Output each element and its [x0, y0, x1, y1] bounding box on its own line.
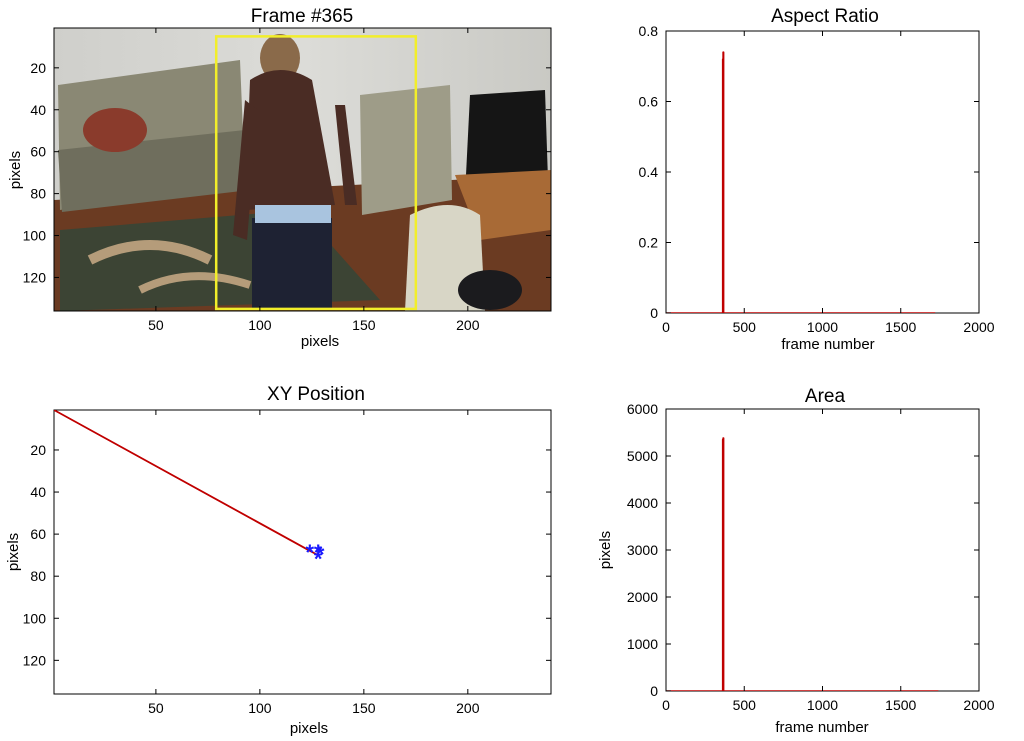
xy-marker: * — [314, 546, 323, 571]
area-series-line-0 — [666, 437, 939, 691]
area-ytick-label: 4000 — [627, 495, 658, 511]
area-ytick-label: 5000 — [627, 448, 658, 464]
area-ytick-label: 1000 — [627, 636, 658, 652]
xy-xlabel: pixels — [290, 720, 328, 737]
area-ytick-label: 6000 — [627, 401, 658, 417]
area-ylabel: pixels — [597, 531, 614, 569]
xy-xtick-label: 50 — [148, 700, 164, 716]
xy-title: XY Position — [267, 384, 365, 405]
frame-title: Frame #365 — [251, 6, 353, 27]
frame-bounding-box — [214, 35, 418, 311]
frame-xtick-label: 200 — [456, 317, 480, 333]
area-xtick-label: 1500 — [885, 697, 916, 713]
area-title: Area — [805, 386, 846, 407]
frame-ytick-label: 100 — [23, 228, 47, 244]
frame-ytick-label: 120 — [23, 269, 47, 285]
aspect-ytick-label: 0.2 — [639, 235, 659, 251]
xy-series-line-1 — [54, 410, 319, 556]
area-xtick-label: 1000 — [807, 697, 838, 713]
aspect-panel: Aspect Ratio 0 500 1000 1500 2000 0 0.2 0.4 0.6 0… — [639, 6, 995, 353]
frame-xtick-label: 150 — [352, 317, 376, 333]
xy-xtick-label: 200 — [456, 700, 480, 716]
frame-xtick-label: 50 — [148, 317, 164, 333]
area-axes-box — [665, 408, 980, 692]
area-panel: Area 0 500 1000 1500 2000 0 1000 2000 3000 4000 50… — [597, 386, 995, 736]
area-xtick-label: 0 — [662, 697, 670, 713]
area-xlabel: frame number — [775, 719, 868, 736]
area-ytick-label: 3000 — [627, 542, 658, 558]
aspect-xtick-label: 2000 — [963, 319, 994, 335]
frame-panel: Frame #365 50 100 150 200 20 40 60 80 100 120 — [7, 6, 552, 350]
frame-ylabel: pixels — [7, 151, 24, 189]
xy-ytick-label: 100 — [23, 610, 47, 626]
xy-ylabel: pixels — [5, 533, 22, 571]
area-xtick-label: 2000 — [963, 697, 994, 713]
frame-axes-box — [53, 27, 552, 312]
frame-xtick-label: 100 — [248, 317, 272, 333]
aspect-ytick-label: 0.6 — [639, 94, 659, 110]
xy-ytick-label: 40 — [30, 484, 46, 500]
xy-panel: XY Position * *** 50 100 150 200204060801001… — [5, 384, 552, 737]
xy-ytick-label: 80 — [30, 568, 46, 584]
frame-photo — [54, 28, 551, 311]
xy-marker: * — [305, 540, 314, 565]
aspect-xtick-label: 0 — [662, 319, 670, 335]
area-xtick-label: 500 — [733, 697, 757, 713]
aspect-axes-box — [665, 30, 980, 314]
xy-xtick-label: 150 — [352, 700, 376, 716]
aspect-ytick-label: 0 — [650, 305, 658, 321]
xy-axes-box — [53, 409, 552, 695]
xy-marker: * — [316, 542, 325, 567]
aspect-series-line-0 — [666, 51, 936, 313]
xy-xtick-label: 100 — [248, 700, 272, 716]
aspect-ytick-label: 0.4 — [639, 164, 659, 180]
frame-ytick-label: 60 — [30, 144, 46, 160]
xy-ytick-label: 60 — [30, 526, 46, 542]
aspect-xtick-label: 1500 — [885, 319, 916, 335]
xy-series-line-2 — [309, 550, 319, 556]
aspect-title: Aspect Ratio — [771, 6, 879, 27]
xy-marker: * — [314, 540, 323, 565]
xy-ytick-label: 20 — [30, 442, 46, 458]
area-ytick-label: 2000 — [627, 589, 658, 605]
aspect-xlabel: frame number — [781, 336, 874, 353]
frame-ytick-label: 20 — [30, 60, 46, 76]
area-ytick-label: 0 — [650, 683, 658, 699]
aspect-xtick-label: 500 — [733, 319, 757, 335]
aspect-xtick-label: 1000 — [807, 319, 838, 335]
frame-ytick-label: 80 — [30, 186, 46, 202]
frame-xlabel: pixels — [301, 333, 339, 350]
aspect-ytick-label: 0.8 — [639, 23, 659, 39]
xy-ytick-label: 120 — [23, 652, 47, 668]
frame-ytick-label: 40 — [30, 102, 46, 118]
